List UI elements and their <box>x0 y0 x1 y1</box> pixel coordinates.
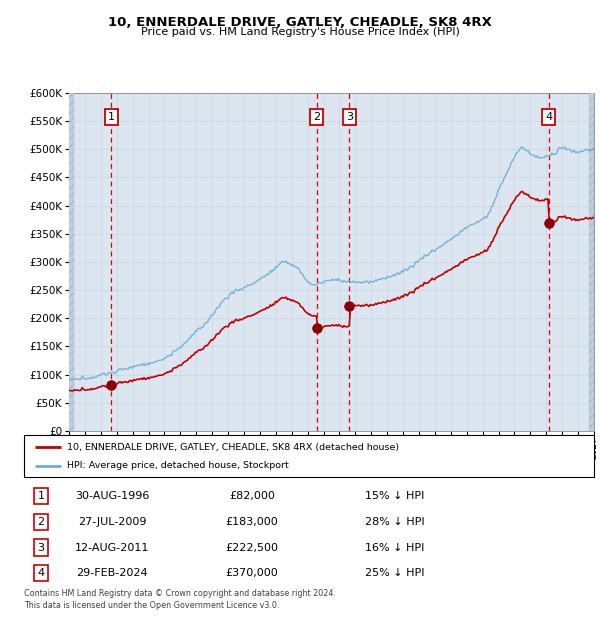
Text: 1: 1 <box>38 492 44 502</box>
Text: £82,000: £82,000 <box>229 492 275 502</box>
Text: Price paid vs. HM Land Registry's House Price Index (HPI): Price paid vs. HM Land Registry's House … <box>140 27 460 37</box>
Text: 28% ↓ HPI: 28% ↓ HPI <box>365 517 424 527</box>
Text: 10, ENNERDALE DRIVE, GATLEY, CHEADLE, SK8 4RX: 10, ENNERDALE DRIVE, GATLEY, CHEADLE, SK… <box>108 16 492 29</box>
Text: 16% ↓ HPI: 16% ↓ HPI <box>365 542 424 552</box>
Text: 2: 2 <box>38 517 44 527</box>
Text: 1: 1 <box>108 112 115 122</box>
Text: 3: 3 <box>346 112 353 122</box>
Text: £370,000: £370,000 <box>226 568 278 578</box>
Bar <box>589 93 594 431</box>
Text: £222,500: £222,500 <box>226 542 278 552</box>
Text: HPI: Average price, detached house, Stockport: HPI: Average price, detached house, Stoc… <box>67 461 289 470</box>
Text: 25% ↓ HPI: 25% ↓ HPI <box>365 568 424 578</box>
Text: 2: 2 <box>313 112 320 122</box>
Text: £183,000: £183,000 <box>226 517 278 527</box>
Text: 4: 4 <box>545 112 553 122</box>
Bar <box>69 93 74 431</box>
Text: 27-JUL-2009: 27-JUL-2009 <box>78 517 146 527</box>
Text: 3: 3 <box>38 542 44 552</box>
Text: This data is licensed under the Open Government Licence v3.0.: This data is licensed under the Open Gov… <box>24 601 280 611</box>
Text: Contains HM Land Registry data © Crown copyright and database right 2024.: Contains HM Land Registry data © Crown c… <box>24 589 336 598</box>
Text: 12-AUG-2011: 12-AUG-2011 <box>75 542 149 552</box>
Text: 10, ENNERDALE DRIVE, GATLEY, CHEADLE, SK8 4RX (detached house): 10, ENNERDALE DRIVE, GATLEY, CHEADLE, SK… <box>67 443 399 451</box>
Text: 4: 4 <box>38 568 44 578</box>
Text: 29-FEB-2024: 29-FEB-2024 <box>77 568 148 578</box>
Text: 15% ↓ HPI: 15% ↓ HPI <box>365 492 424 502</box>
Text: 30-AUG-1996: 30-AUG-1996 <box>75 492 149 502</box>
